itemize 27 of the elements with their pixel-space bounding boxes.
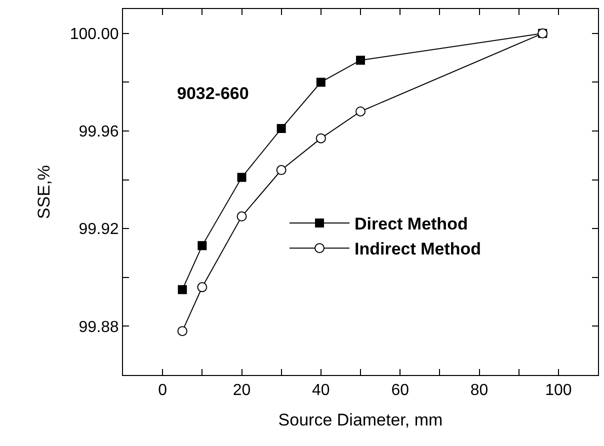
y-tick-label: 99.96 — [78, 124, 119, 141]
legend-label: Direct Method — [354, 214, 468, 234]
y-tick-label: 100.00 — [70, 26, 119, 43]
y-tick-label: 99.88 — [78, 318, 119, 336]
x-tick-label: 0 — [158, 382, 168, 400]
annotation: 9032-660 — [177, 84, 249, 103]
x-axis-title: Source Diameter, mm — [278, 410, 443, 430]
x-tick-label: 20 — [232, 382, 251, 400]
point — [276, 165, 286, 176]
point — [236, 211, 247, 222]
x-tick-label: 100 — [545, 382, 572, 400]
point — [198, 241, 207, 250]
y-tick-label: 99.92 — [78, 221, 119, 238]
point — [316, 78, 326, 87]
x-tick-label: 80 — [470, 382, 488, 400]
point — [356, 106, 366, 116]
point — [316, 133, 326, 144]
point — [356, 56, 365, 65]
point — [276, 124, 286, 134]
legend-label: Indirect Method — [354, 240, 482, 259]
point — [177, 326, 188, 336]
point — [197, 282, 208, 292]
x-tick-label: 40 — [312, 382, 330, 400]
point — [237, 172, 246, 182]
point — [178, 285, 187, 294]
x-tick-label: 60 — [391, 382, 410, 400]
y-axis-title: SSE,% — [34, 165, 54, 219]
